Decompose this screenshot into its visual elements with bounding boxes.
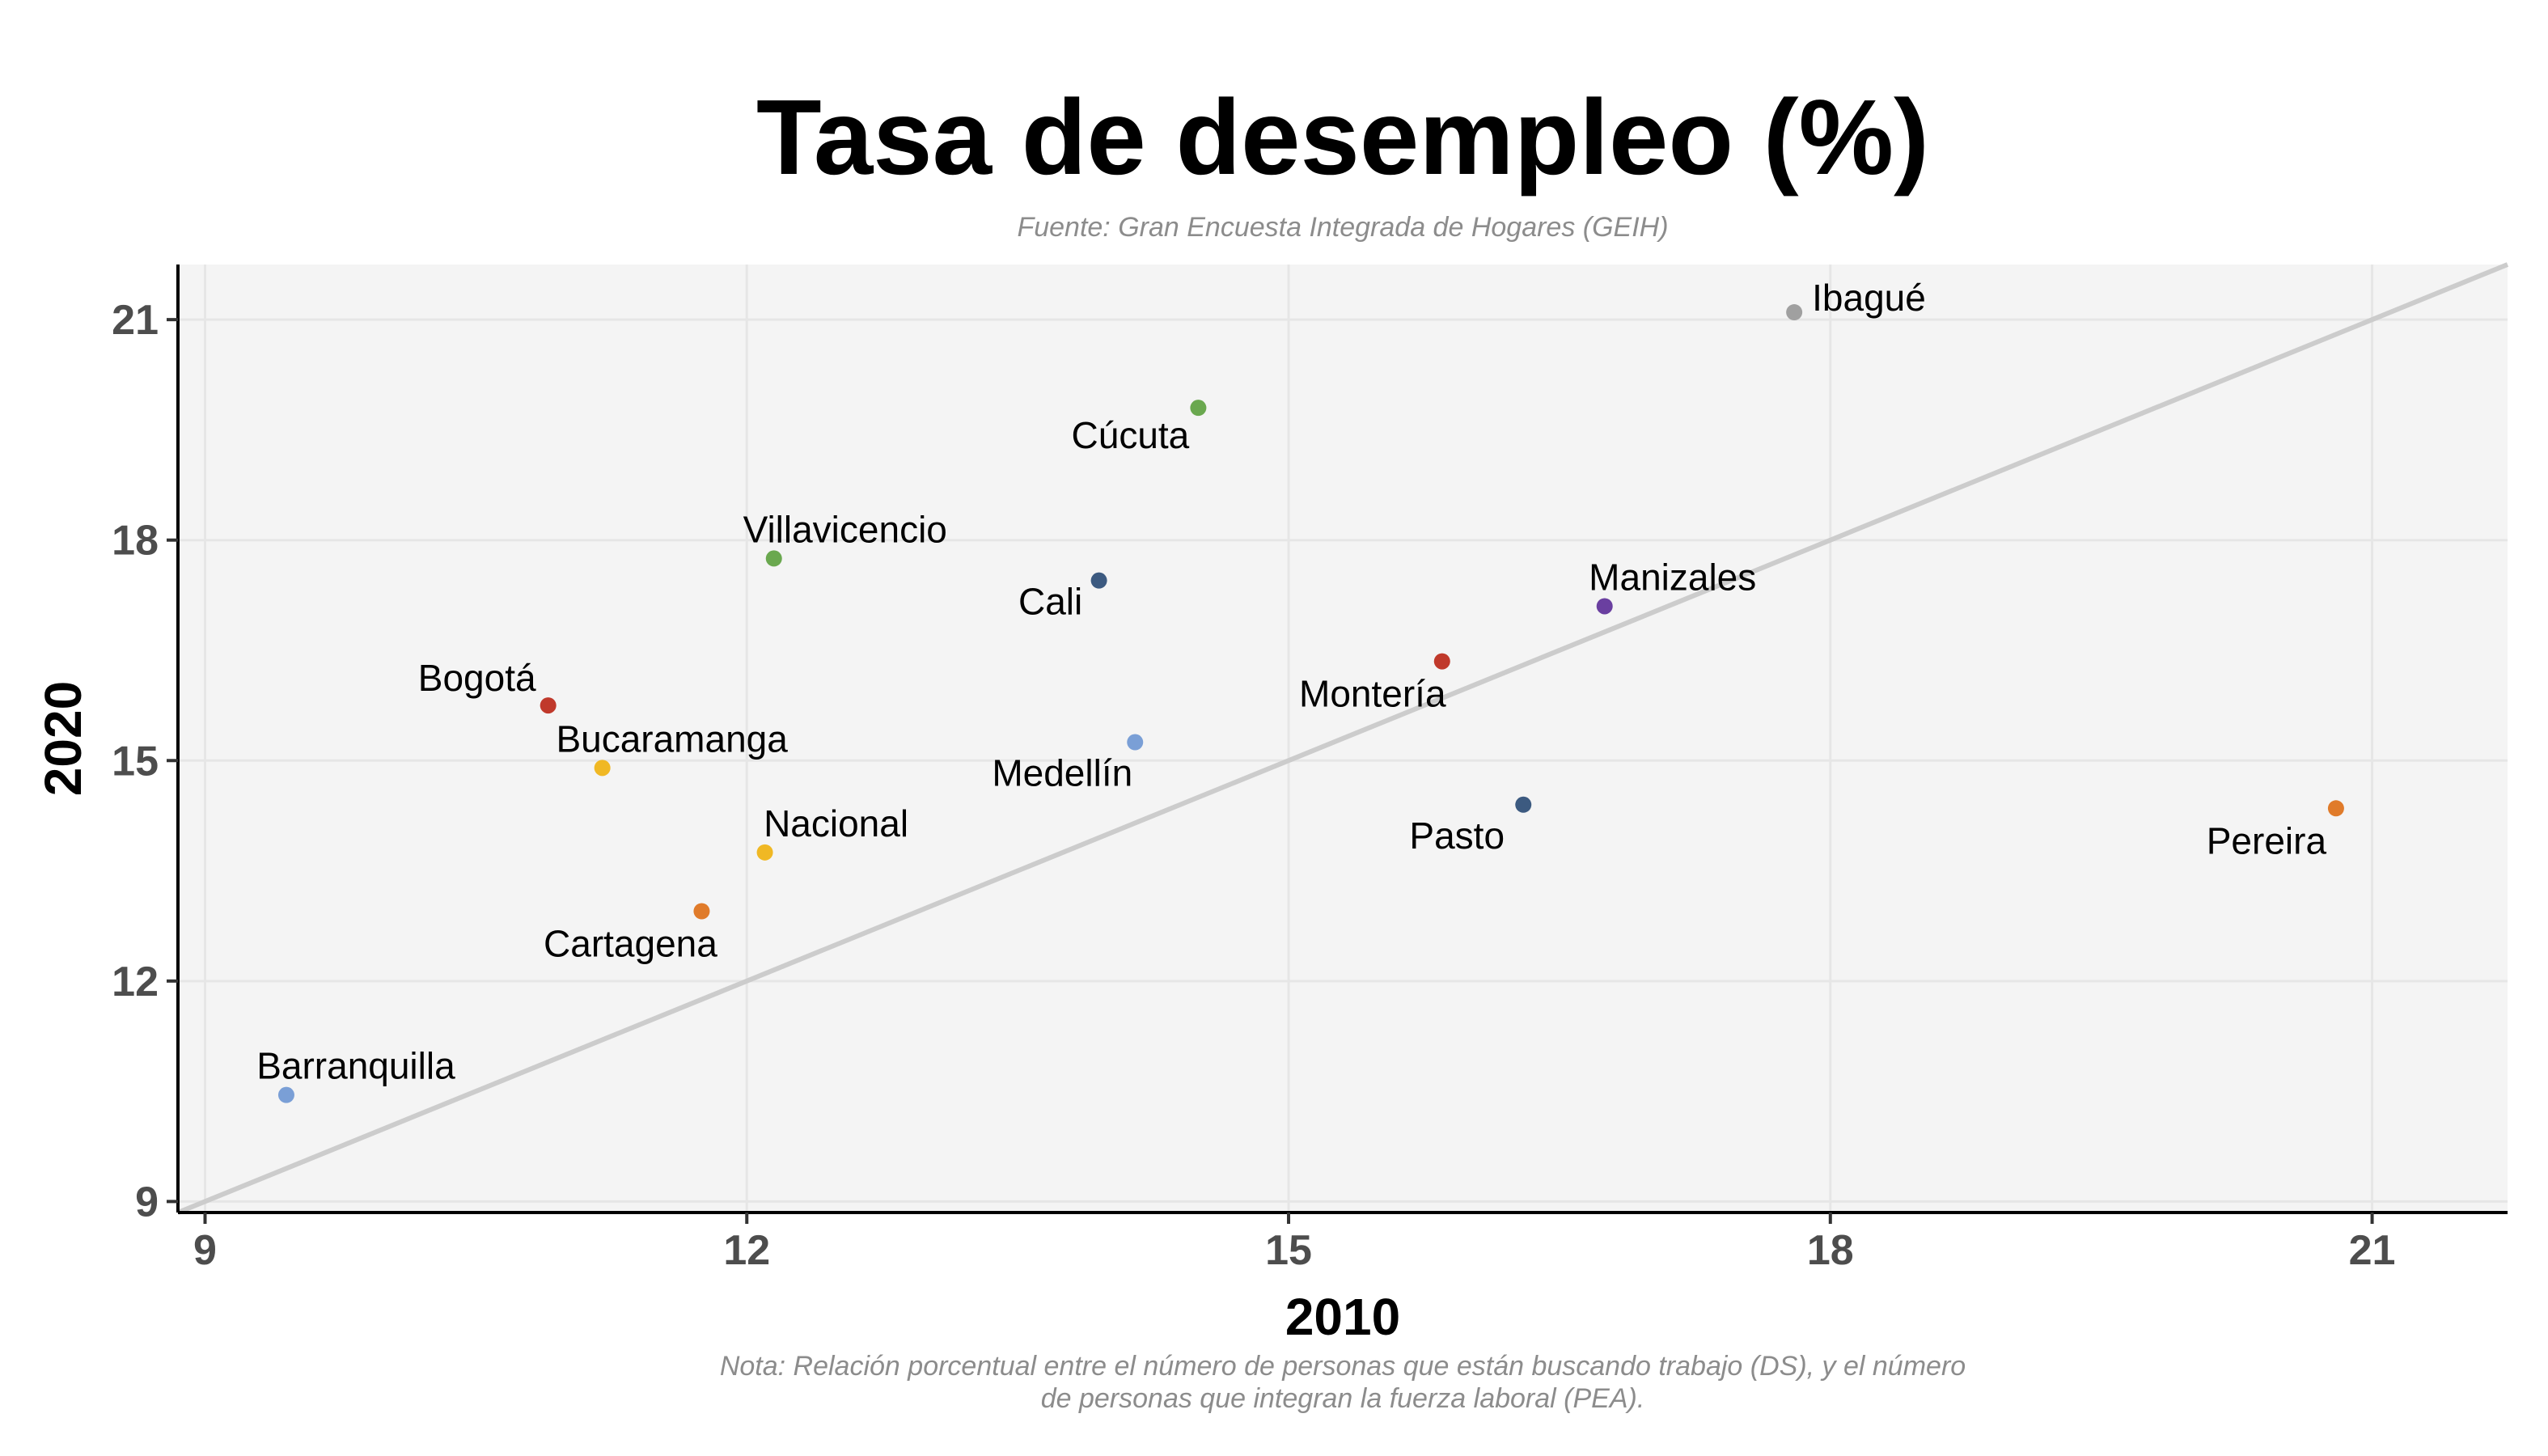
point-villavicencio (765, 550, 782, 567)
y-tick-label: 12 (112, 959, 159, 1005)
y-tick-label: 9 (135, 1179, 159, 1225)
point-label-monteria: Montería (1299, 673, 1446, 715)
chart-title: Tasa de desempleo (%) (756, 78, 1929, 197)
point-label-villavicencio: Villavicencio (743, 508, 947, 550)
point-bucaramanga (594, 760, 611, 777)
point-pasto (1515, 796, 1532, 813)
y-tick-label: 15 (112, 738, 159, 785)
point-manizales (1596, 598, 1613, 615)
x-tick-label: 21 (2349, 1227, 2396, 1274)
point-ibague (1786, 304, 1803, 321)
point-label-medellin: Medellín (992, 752, 1132, 794)
point-label-nacional: Nacional (764, 802, 908, 844)
point-label-manizales: Manizales (1589, 556, 1756, 598)
point-barranquilla (277, 1086, 294, 1103)
point-label-pasto: Pasto (1409, 815, 1505, 857)
note-line-2: de personas que integran la fuerza labor… (1041, 1383, 1645, 1414)
reference-line (176, 262, 2509, 1215)
note-line-1: Nota: Relación porcentual entre el númer… (720, 1351, 1966, 1382)
point-label-cucuta: Cúcuta (1072, 414, 1190, 456)
point-label-pereira: Pereira (2207, 819, 2327, 861)
point-cucuta (1190, 400, 1207, 417)
x-tick-label: 12 (723, 1227, 770, 1274)
gridlines (178, 265, 2508, 1213)
point-monteria (1433, 653, 1450, 670)
point-nacional (756, 844, 773, 861)
point-label-barranquilla: Barranquilla (256, 1045, 455, 1087)
point-pereira (2327, 800, 2344, 817)
point-bogota (540, 697, 557, 714)
x-tick-label: 18 (1807, 1227, 1854, 1274)
y-tick-label: 18 (112, 518, 159, 565)
point-medellin (1127, 734, 1144, 751)
axis-ticks: 9 12 15 18 21 9 12 15 18 21 (112, 297, 2395, 1274)
point-label-bogota: Bogotá (418, 657, 536, 699)
x-tick-label: 9 (193, 1227, 217, 1274)
point-cali (1090, 572, 1107, 589)
x-tick-label: 15 (1265, 1227, 1312, 1274)
point-label-bucaramanga: Bucaramanga (556, 717, 788, 760)
point-label-ibague: Ibagué (1812, 277, 1926, 319)
point-cartagena (693, 903, 710, 920)
data-points: Ibagué Cúcuta Villavicencio Cali Manizales Mo… (256, 277, 2344, 1103)
x-axis-title: 2010 (1285, 1288, 1400, 1346)
y-tick-label: 21 (112, 297, 159, 344)
point-label-cali: Cali (1018, 581, 1082, 623)
y-axis-title: 2020 (34, 681, 92, 796)
point-label-cartagena: Cartagena (544, 923, 717, 965)
chart-subtitle: Fuente: Gran Encuesta Integrada de Hogar… (1017, 212, 1668, 243)
